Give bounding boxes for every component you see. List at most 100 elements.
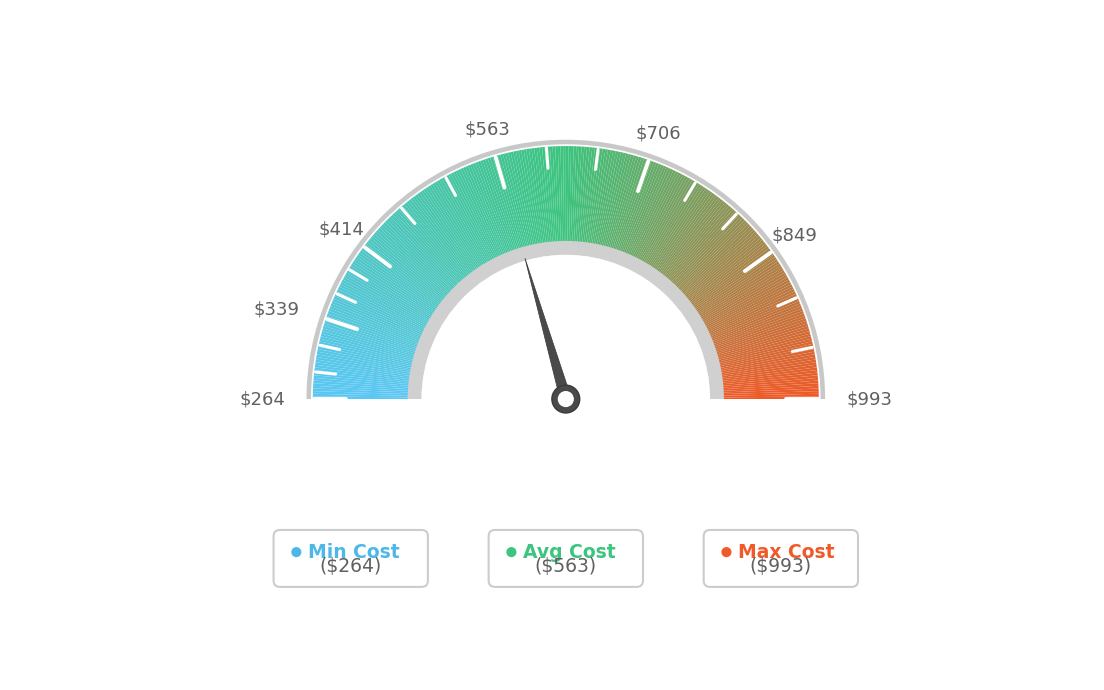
Wedge shape	[349, 266, 433, 318]
Wedge shape	[326, 318, 417, 351]
Wedge shape	[442, 177, 490, 262]
Wedge shape	[629, 168, 671, 257]
Wedge shape	[422, 190, 478, 270]
Wedge shape	[456, 170, 499, 258]
Wedge shape	[385, 220, 455, 289]
Wedge shape	[341, 279, 427, 326]
Wedge shape	[513, 151, 534, 246]
Wedge shape	[307, 139, 825, 399]
Wedge shape	[643, 179, 692, 263]
Wedge shape	[582, 148, 595, 244]
Wedge shape	[314, 386, 410, 393]
Wedge shape	[386, 218, 456, 288]
Wedge shape	[597, 151, 618, 246]
Wedge shape	[722, 386, 818, 393]
Wedge shape	[722, 380, 818, 389]
Text: ($993): ($993)	[750, 557, 811, 576]
Wedge shape	[709, 294, 797, 335]
Wedge shape	[715, 321, 807, 352]
Wedge shape	[490, 157, 520, 249]
Wedge shape	[616, 159, 649, 251]
Wedge shape	[608, 155, 636, 248]
Wedge shape	[692, 250, 772, 308]
Wedge shape	[473, 163, 510, 253]
Wedge shape	[581, 147, 592, 243]
Wedge shape	[337, 289, 425, 333]
Text: ($264): ($264)	[320, 557, 382, 576]
Circle shape	[507, 547, 517, 558]
Wedge shape	[534, 148, 548, 244]
Wedge shape	[721, 357, 816, 375]
Wedge shape	[723, 396, 819, 399]
Wedge shape	[703, 277, 788, 325]
Wedge shape	[460, 168, 502, 257]
Wedge shape	[673, 215, 741, 286]
Wedge shape	[707, 286, 794, 331]
Wedge shape	[339, 284, 426, 329]
Wedge shape	[321, 333, 414, 360]
Wedge shape	[529, 148, 544, 244]
Wedge shape	[652, 188, 708, 269]
Wedge shape	[567, 146, 571, 242]
Wedge shape	[714, 318, 806, 351]
Wedge shape	[329, 308, 420, 344]
Wedge shape	[688, 240, 764, 302]
Text: Max Cost: Max Cost	[737, 542, 835, 562]
Wedge shape	[415, 195, 474, 273]
Wedge shape	[357, 255, 437, 311]
Wedge shape	[511, 152, 533, 246]
Wedge shape	[399, 208, 464, 282]
Wedge shape	[312, 396, 408, 399]
Wedge shape	[701, 270, 785, 321]
Wedge shape	[627, 166, 667, 255]
Wedge shape	[352, 262, 434, 315]
Wedge shape	[563, 146, 565, 242]
Wedge shape	[314, 378, 410, 388]
Wedge shape	[348, 268, 432, 319]
Circle shape	[558, 391, 574, 407]
Wedge shape	[372, 234, 447, 298]
Wedge shape	[319, 339, 414, 363]
Wedge shape	[315, 367, 411, 381]
Wedge shape	[712, 306, 802, 343]
Wedge shape	[575, 146, 584, 243]
Wedge shape	[645, 180, 694, 264]
Wedge shape	[314, 375, 410, 386]
Wedge shape	[609, 156, 639, 249]
Wedge shape	[711, 304, 802, 342]
Wedge shape	[550, 146, 558, 242]
Text: $414: $414	[319, 221, 364, 239]
Wedge shape	[485, 159, 518, 250]
Wedge shape	[669, 209, 735, 282]
Wedge shape	[628, 167, 669, 256]
Wedge shape	[677, 220, 746, 289]
Wedge shape	[668, 208, 733, 282]
Wedge shape	[391, 215, 458, 286]
Wedge shape	[355, 257, 436, 313]
Wedge shape	[496, 155, 523, 248]
Wedge shape	[716, 331, 810, 358]
Wedge shape	[650, 186, 703, 268]
Wedge shape	[364, 244, 442, 304]
Wedge shape	[648, 184, 701, 266]
Wedge shape	[315, 370, 410, 383]
Wedge shape	[603, 153, 628, 247]
Wedge shape	[500, 154, 527, 248]
Wedge shape	[602, 152, 626, 247]
Wedge shape	[521, 150, 540, 245]
Wedge shape	[723, 391, 819, 396]
Wedge shape	[343, 277, 428, 325]
Wedge shape	[572, 146, 578, 242]
Wedge shape	[619, 161, 654, 252]
Wedge shape	[698, 262, 779, 315]
Wedge shape	[331, 301, 422, 339]
FancyBboxPatch shape	[274, 530, 428, 587]
Wedge shape	[720, 352, 815, 371]
Wedge shape	[475, 162, 511, 253]
Wedge shape	[722, 388, 819, 394]
Wedge shape	[433, 183, 485, 266]
Wedge shape	[678, 222, 749, 290]
Wedge shape	[687, 238, 763, 300]
Wedge shape	[406, 201, 468, 277]
Wedge shape	[689, 242, 766, 303]
